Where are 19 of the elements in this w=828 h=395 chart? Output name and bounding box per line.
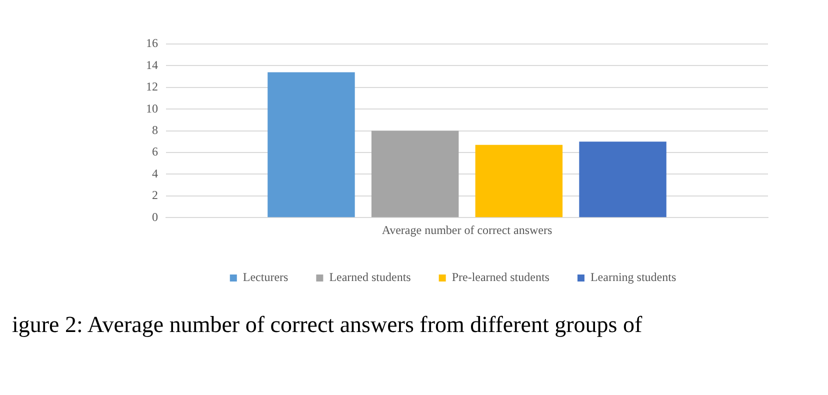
y-tick-label: 2 [152, 188, 158, 202]
y-tick-label: 0 [152, 210, 158, 224]
y-tick-label: 10 [146, 101, 158, 116]
bar [268, 72, 355, 218]
legend-label: Lecturers [242, 270, 289, 284]
legend-label: Learned students [329, 270, 412, 284]
bar [475, 144, 563, 218]
legend-label: Pre-learned students [452, 270, 550, 284]
bar [579, 142, 666, 218]
y-tick-label: 8 [152, 122, 158, 137]
y-tick-label: 16 [146, 36, 158, 50]
legend-label: Learning students [590, 270, 676, 284]
y-tick-label: 6 [152, 144, 158, 159]
y-tick-label: 14 [146, 58, 158, 72]
text: igure 2: Average number of correct answers from different groups of [11, 312, 644, 338]
bar [371, 130, 459, 218]
y-tick-label: 12 [146, 80, 158, 94]
x-tick-label: Average number of correct answers [382, 222, 553, 237]
y-tick-label: 4 [152, 166, 158, 180]
